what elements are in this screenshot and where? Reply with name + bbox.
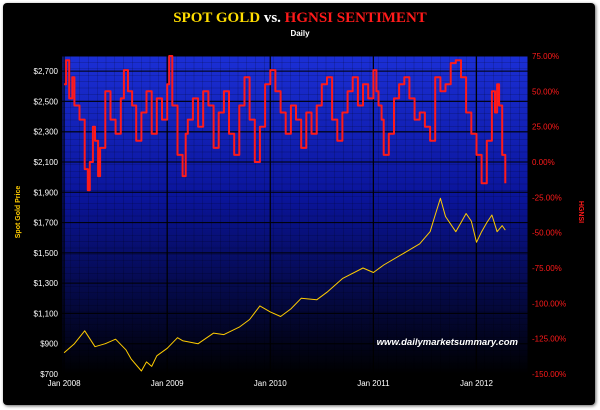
chart-title: SPOT GOLD vs. HGNSI SENTIMENT: [173, 10, 427, 26]
left-tick-label: $2,300: [34, 128, 59, 137]
left-tick-label: $1,100: [34, 309, 59, 318]
left-tick-label: $1,300: [34, 279, 59, 288]
watermark: www.dailymarketsummary.com: [377, 337, 519, 348]
x-axis-ticks: Jan 2008 Jan 2009 Jan 2010 Jan 2011 Jan 2012: [48, 379, 494, 388]
x-tick-label: Jan 2008: [48, 379, 81, 388]
x-tick-label: Jan 2010: [254, 379, 287, 388]
right-tick-label: -75.00%: [532, 264, 562, 273]
left-tick-label: $2,500: [34, 97, 59, 106]
plot-border: [61, 55, 529, 375]
left-tick-label: $2,700: [34, 67, 59, 76]
gold-series-line: [63, 197, 506, 372]
right-tick-label: -100.00%: [532, 299, 566, 308]
minor-gridlines: [61, 55, 528, 374]
title-part-vs: vs.: [260, 10, 285, 26]
left-tick-label: $1,700: [34, 219, 59, 228]
hgnsi-series-line: [64, 55, 507, 192]
right-axis-ticks: 75.00% 50.00% 25.00% 0.00% -25.00% -50.00% -75…: [532, 52, 566, 379]
title-part-gold: SPOT GOLD: [173, 10, 260, 26]
right-tick-label: 25.00%: [532, 123, 559, 132]
x-tick-label: Jan 2009: [151, 379, 184, 388]
right-tick-label: -50.00%: [532, 229, 562, 238]
right-tick-label: 50.00%: [532, 87, 559, 96]
left-axis-label: Spot Gold Price: [15, 186, 22, 239]
left-tick-label: $900: [40, 340, 58, 349]
right-tick-label: -125.00%: [532, 335, 566, 344]
left-tick-label: $700: [40, 370, 58, 379]
left-tick-label: $2,100: [34, 158, 59, 167]
right-tick-label: -150.00%: [532, 370, 566, 379]
right-tick-label: 75.00%: [532, 52, 559, 61]
left-tick-label: $1,900: [34, 188, 59, 197]
left-axis-ticks: $700 $900 $1,100 $1,300 $1,500 $1,700 $1,900 $2…: [34, 67, 59, 379]
title-part-hgnsi: HGNSI SENTIMENT: [285, 10, 427, 26]
left-tick-label: $1,500: [34, 249, 59, 258]
right-tick-label: 0.00%: [532, 158, 555, 167]
x-tick-label: Jan 2011: [357, 379, 390, 388]
x-tick-label: Jan 2012: [460, 379, 493, 388]
right-axis-label: HGNSI: [577, 201, 584, 223]
right-tick-label: -25.00%: [532, 193, 562, 202]
series-layer: [63, 55, 507, 372]
chart-subtitle: Daily: [290, 29, 310, 38]
